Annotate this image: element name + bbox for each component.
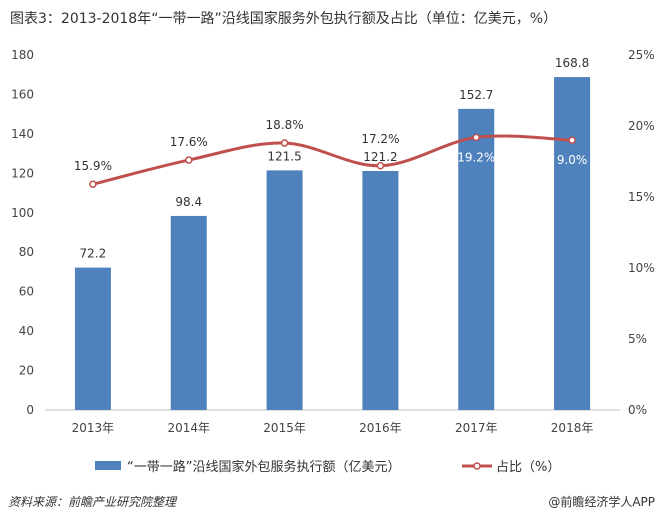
line-data-label: 17.6% — [170, 135, 208, 149]
line-point — [280, 139, 289, 147]
line-point — [185, 156, 193, 164]
bar — [74, 267, 111, 410]
source-note: 资料来源：前瞻产业研究院整理 — [8, 495, 177, 509]
y-right-tick-label: 15% — [628, 190, 655, 204]
x-tick-label: 2016年 — [359, 421, 402, 435]
y-right-tick-label: 0% — [628, 403, 647, 417]
x-tick-label: 2014年 — [167, 421, 210, 435]
legend-item-line: 占比（%） — [462, 456, 560, 475]
x-tick-label: 2013年 — [72, 421, 115, 435]
y-right-tick-label: 25% — [628, 48, 655, 62]
bar-data-label: 72.2 — [80, 247, 107, 261]
y-left-tick-label: 160 — [11, 87, 34, 101]
bar-data-label: 121.5 — [267, 149, 301, 163]
bar — [170, 215, 207, 410]
y-left-tick-label: 180 — [11, 48, 34, 62]
x-tick-label: 2018年 — [551, 421, 594, 435]
y-left-tick-label: 120 — [11, 166, 34, 180]
legend-item-bar: “一带一路”沿线国家外包服务执行额（亿美元） — [95, 456, 400, 475]
y-right-tick-label: 10% — [628, 261, 655, 275]
legend-label-bar: “一带一路”沿线国家外包服务执行额（亿美元） — [127, 460, 401, 475]
legend-swatch-line — [462, 461, 492, 470]
line-data-label: 9.0% — [557, 153, 588, 167]
y-left-tick-label: 140 — [11, 127, 34, 141]
bar-data-label: 98.4 — [175, 195, 202, 209]
y-left-tick-label: 0 — [26, 403, 34, 417]
x-tick-label: 2015年 — [263, 421, 306, 435]
y-left-tick-label: 20 — [19, 364, 34, 378]
y-left-tick-label: 60 — [19, 285, 34, 299]
y-right-tick-label: 5% — [628, 332, 647, 346]
y-left-tick-label: 40 — [19, 324, 34, 338]
line-data-label: 15.9% — [74, 159, 112, 173]
line-point — [472, 133, 480, 142]
bar — [266, 170, 303, 410]
chart-title: 图表3：2013-2018年“一带一路”沿线国家服务外包执行额及占比（单位：亿美… — [10, 11, 558, 27]
y-right-tick-label: 20% — [628, 119, 655, 133]
bar — [554, 77, 591, 410]
line-point — [89, 180, 97, 188]
legend-label-line: 占比（%） — [496, 460, 561, 475]
bar-data-label: 168.8 — [555, 56, 589, 70]
y-left-tick-label: 80 — [19, 245, 34, 259]
y-left-tick-label: 100 — [11, 206, 34, 220]
credit: @前瞻经济学人APP — [548, 495, 655, 509]
line-data-label: 18.8% — [266, 118, 304, 132]
bar — [458, 108, 495, 410]
line-point — [568, 136, 576, 144]
bar-data-label: 152.7 — [459, 88, 493, 102]
line-point — [376, 162, 385, 170]
line-data-label: 19.2% — [457, 150, 495, 164]
legend-swatch-bar — [95, 461, 121, 470]
line-series — [92, 134, 573, 186]
bar-data-label: 121.2 — [363, 150, 397, 164]
bar — [362, 170, 399, 410]
line-data-label: 17.2% — [361, 132, 399, 146]
x-tick-label: 2017年 — [455, 421, 498, 435]
